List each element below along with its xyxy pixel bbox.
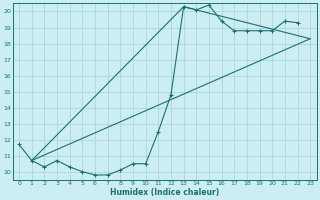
X-axis label: Humidex (Indice chaleur): Humidex (Indice chaleur) bbox=[110, 188, 219, 197]
